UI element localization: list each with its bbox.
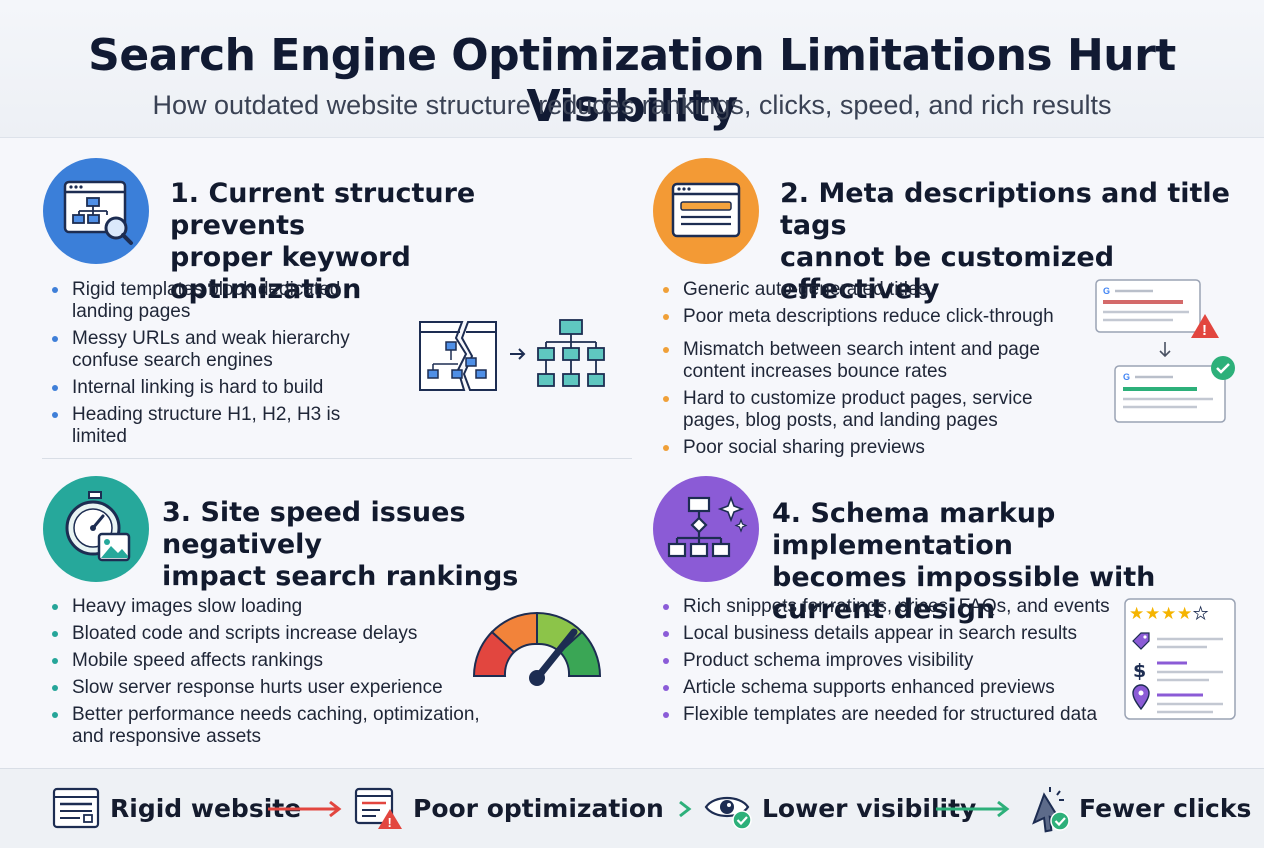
warning-list-icon: ! (354, 787, 402, 830)
list-item: Article schema supports enhanced preview… (659, 677, 1119, 699)
list-item: Poor social sharing previews (659, 437, 1079, 459)
arrow-right-icon (268, 800, 342, 818)
section-1-title-line2: proper keyword optimization (170, 242, 411, 305)
list-item: Hard to customize product pages, service… (659, 388, 1054, 432)
cursor-click-icon (1032, 787, 1070, 833)
star-icon: ★ (1193, 604, 1208, 624)
list-item: Mobile speed affects rankings (48, 650, 498, 672)
svg-text:!: ! (388, 815, 392, 830)
section-3-icon-circle (43, 476, 149, 582)
section-1-title-line1: 1. Current structure prevents (170, 178, 476, 241)
section-4-title: 4. Schema markup implementation becomes … (772, 498, 1247, 626)
list-item: Mismatch between search intent and page … (659, 339, 1054, 383)
section-1-bullet-list: Rigid templates block dedicated landing … (48, 279, 398, 453)
section-2-icon-circle (653, 158, 759, 264)
section-divider-horizontal (42, 458, 632, 459)
meta-tag-window-icon (671, 182, 741, 238)
section-3-title: 3. Site speed issues negatively impact s… (162, 497, 602, 593)
section-4-icon-circle (653, 476, 759, 582)
list-item: Messy URLs and weak hierarchy confuse se… (48, 328, 398, 372)
section-4-title-line1: 4. Schema markup implementation (772, 498, 1056, 561)
svg-text:$: $ (1133, 660, 1146, 682)
section-2-title-line1: 2. Meta descriptions and title tags (780, 178, 1230, 241)
section-2-title-line2: cannot be customized effectively (780, 242, 1115, 305)
section-4-title-line2: becomes impossible with current design (772, 562, 1156, 625)
section-1-icon-circle (43, 158, 149, 264)
flow-footer: Rigid website ! Poor optimization Lower … (0, 768, 1264, 848)
star-icon: ★ (1177, 604, 1192, 624)
page-subtitle: How outdated website structure reduces r… (152, 90, 1112, 120)
list-item: Heavy images slow loading (48, 596, 498, 618)
arrow-right-icon (936, 800, 1010, 818)
svg-text:!: ! (1202, 322, 1207, 339)
speed-gauge-illustration (472, 611, 602, 686)
section-3-title-line1: 3. Site speed issues negatively (162, 497, 466, 560)
list-item: Bloated code and scripts increase delays (48, 623, 498, 645)
list-item: Flexible templates are needed for struct… (659, 704, 1119, 726)
broken-hierarchy-illustration (419, 319, 605, 391)
site-structure-search-icon (63, 180, 133, 245)
svg-text:G: G (1103, 286, 1110, 296)
arrow-right-icon (618, 800, 692, 818)
list-item: Heading structure H1, H2, H3 is limited (48, 404, 398, 448)
list-item: Rich snippets for ratings, prices, FAQs,… (659, 596, 1119, 618)
list-item: Internal linking is hard to build (48, 377, 398, 399)
list-item: Product schema improves visibility (659, 650, 1119, 672)
star-icon: ★ (1145, 604, 1160, 624)
section-1-title: 1. Current structure prevents proper key… (170, 178, 610, 306)
section-4-bullet-list: Rich snippets for ratings, prices, FAQs,… (659, 596, 1119, 731)
star-icon: ★ (1129, 604, 1144, 624)
eye-check-icon (704, 796, 752, 830)
browser-window-icon (52, 787, 100, 829)
list-item: Poor meta descriptions reduce click-thro… (659, 306, 1079, 328)
section-2-title: 2. Meta descriptions and title tags cann… (780, 178, 1240, 306)
svg-text:G: G (1123, 372, 1130, 382)
flow-step-fewer-clicks: Fewer clicks (1079, 794, 1252, 823)
schema-structure-sparkle-icon (667, 495, 748, 558)
list-item: Slow server response hurts user experien… (48, 677, 498, 699)
list-item: Rigid templates block dedicated landing … (48, 279, 398, 323)
section-3-title-line2: impact search rankings (162, 561, 519, 592)
header: Search Engine Optimization Limitations H… (0, 0, 1264, 138)
search-result-illustration: G ! G (1095, 279, 1235, 423)
page-title: Search Engine Optimization Limitations H… (88, 30, 1176, 132)
stopwatch-image-icon (65, 491, 131, 562)
list-item: Local business details appear in search … (659, 623, 1119, 645)
section-2-bullet-list: Generic auto-generated titles Poor meta … (659, 279, 1079, 464)
rating-stars: ★ ★ ★ ★ ★ (1129, 604, 1209, 625)
star-icon: ★ (1161, 604, 1176, 624)
rich-snippet-card-illustration: ★ ★ ★ ★ ★ $ (1124, 598, 1236, 720)
section-3-bullet-list: Heavy images slow loading Bloated code a… (48, 596, 498, 753)
list-item: Generic auto-generated titles (659, 279, 1079, 301)
list-item: Better performance needs caching, optimi… (48, 704, 498, 748)
